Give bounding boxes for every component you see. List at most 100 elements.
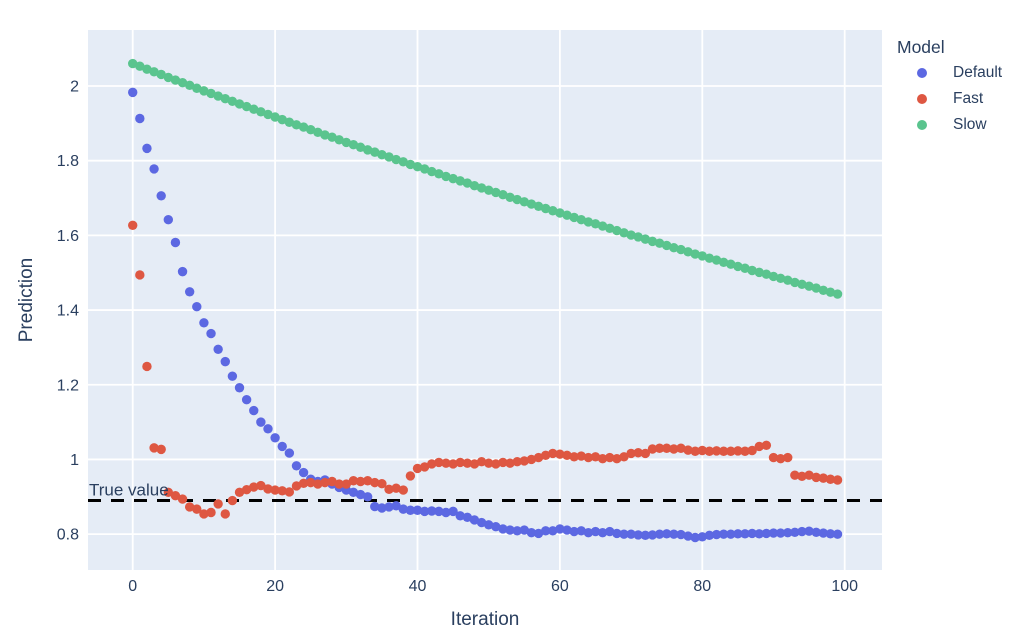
- data-point-default: [263, 424, 273, 434]
- data-point-fast: [491, 459, 501, 469]
- data-point-slow: [576, 215, 586, 225]
- data-point-default: [704, 530, 715, 540]
- data-point-slow: [341, 137, 352, 148]
- data-point-default: [277, 441, 287, 452]
- y-axis-title: Prediction: [16, 257, 37, 343]
- data-point-slow: [661, 240, 672, 251]
- data-point-fast: [512, 457, 522, 467]
- data-point-slow: [298, 122, 309, 132]
- data-point-default: [783, 527, 793, 538]
- data-point-default: [128, 87, 138, 98]
- y-tick-label: 1: [70, 452, 79, 469]
- data-point-slow: [220, 94, 230, 104]
- data-point-default: [455, 511, 465, 521]
- data-point-slow: [462, 178, 473, 188]
- data-point-fast: [740, 446, 750, 456]
- data-point-slow: [163, 72, 174, 83]
- data-point-fast: [128, 220, 138, 231]
- data-point-default: [512, 526, 522, 536]
- data-point-slow: [241, 101, 252, 112]
- data-point-slow: [192, 83, 202, 93]
- data-point-default: [184, 287, 195, 297]
- data-point-slow: [548, 206, 558, 216]
- data-point-fast: [405, 471, 416, 481]
- x-tick-label: 80: [693, 578, 711, 595]
- legend-item-default[interactable]: Default: [897, 60, 1002, 86]
- data-point-default: [669, 529, 679, 539]
- data-point-default: [832, 529, 843, 539]
- data-point-fast: [334, 479, 344, 489]
- data-point-default: [284, 448, 295, 458]
- data-point-slow: [669, 243, 679, 253]
- data-point-default: [249, 405, 259, 416]
- data-point-fast: [704, 446, 715, 456]
- data-point-fast: [583, 452, 594, 463]
- data-point-slow: [540, 203, 551, 214]
- data-point-slow: [569, 212, 579, 223]
- data-point-slow: [327, 132, 337, 142]
- data-point-fast: [177, 494, 188, 504]
- data-point-slow: [384, 152, 394, 162]
- data-point-slow: [797, 279, 807, 290]
- data-point-fast: [647, 444, 658, 454]
- data-point-fast: [569, 452, 579, 462]
- data-point-slow: [555, 208, 565, 218]
- data-point-fast: [640, 448, 651, 459]
- data-point-fast: [605, 452, 615, 463]
- data-point-fast: [669, 444, 679, 454]
- data-point-default: [569, 526, 579, 537]
- data-point-fast: [256, 480, 266, 491]
- data-point-fast: [619, 452, 629, 462]
- data-point-fast: [476, 457, 487, 467]
- data-point-slow: [519, 197, 530, 207]
- data-point-slow: [355, 142, 366, 152]
- data-point-fast: [519, 456, 530, 466]
- data-point-slow: [412, 161, 423, 172]
- legend-item-fast[interactable]: Fast: [897, 86, 1002, 112]
- data-point-default: [220, 356, 230, 367]
- data-point-default: [491, 521, 501, 532]
- data-point-slow: [512, 194, 522, 205]
- data-point-default: [804, 526, 814, 536]
- legend-item-slow[interactable]: Slow: [897, 112, 1002, 138]
- plot-area[interactable]: [88, 30, 882, 570]
- x-tick-label: 0: [128, 578, 137, 595]
- data-point-slow: [683, 247, 693, 257]
- data-point-fast: [355, 476, 366, 487]
- data-point-default: [711, 529, 722, 540]
- data-point-slow: [690, 249, 700, 259]
- data-point-default: [676, 529, 686, 540]
- data-point-slow: [313, 127, 323, 138]
- data-point-default: [469, 515, 480, 525]
- data-point-slow: [469, 181, 480, 191]
- data-point-default: [754, 529, 764, 539]
- data-point-default: [412, 505, 423, 515]
- data-point-default: [355, 489, 366, 500]
- data-point-slow: [199, 86, 209, 96]
- data-point-slow: [711, 255, 722, 265]
- data-point-slow: [270, 112, 280, 122]
- data-point-fast: [241, 485, 252, 495]
- x-tick-label: 60: [551, 578, 569, 595]
- data-point-slow: [676, 244, 686, 255]
- data-point-fast: [135, 270, 145, 280]
- data-point-fast: [427, 459, 437, 469]
- data-point-default: [747, 528, 757, 539]
- data-point-fast: [597, 454, 608, 464]
- data-point-slow: [533, 201, 544, 211]
- data-point-slow: [590, 219, 601, 229]
- data-point-fast: [448, 459, 458, 469]
- data-point-slow: [284, 117, 295, 127]
- data-point-default: [540, 526, 551, 536]
- data-point-slow: [149, 67, 159, 77]
- data-point-fast: [249, 482, 259, 492]
- data-point-fast: [768, 452, 779, 463]
- data-point-default: [234, 383, 245, 393]
- data-point-default: [484, 520, 494, 530]
- data-point-fast: [384, 484, 394, 495]
- data-point-fast: [783, 452, 793, 463]
- data-point-slow: [156, 69, 166, 80]
- legend-marker-slow-icon: [917, 120, 927, 130]
- data-point-fast: [718, 446, 729, 456]
- legend-label-fast: Fast: [953, 90, 984, 107]
